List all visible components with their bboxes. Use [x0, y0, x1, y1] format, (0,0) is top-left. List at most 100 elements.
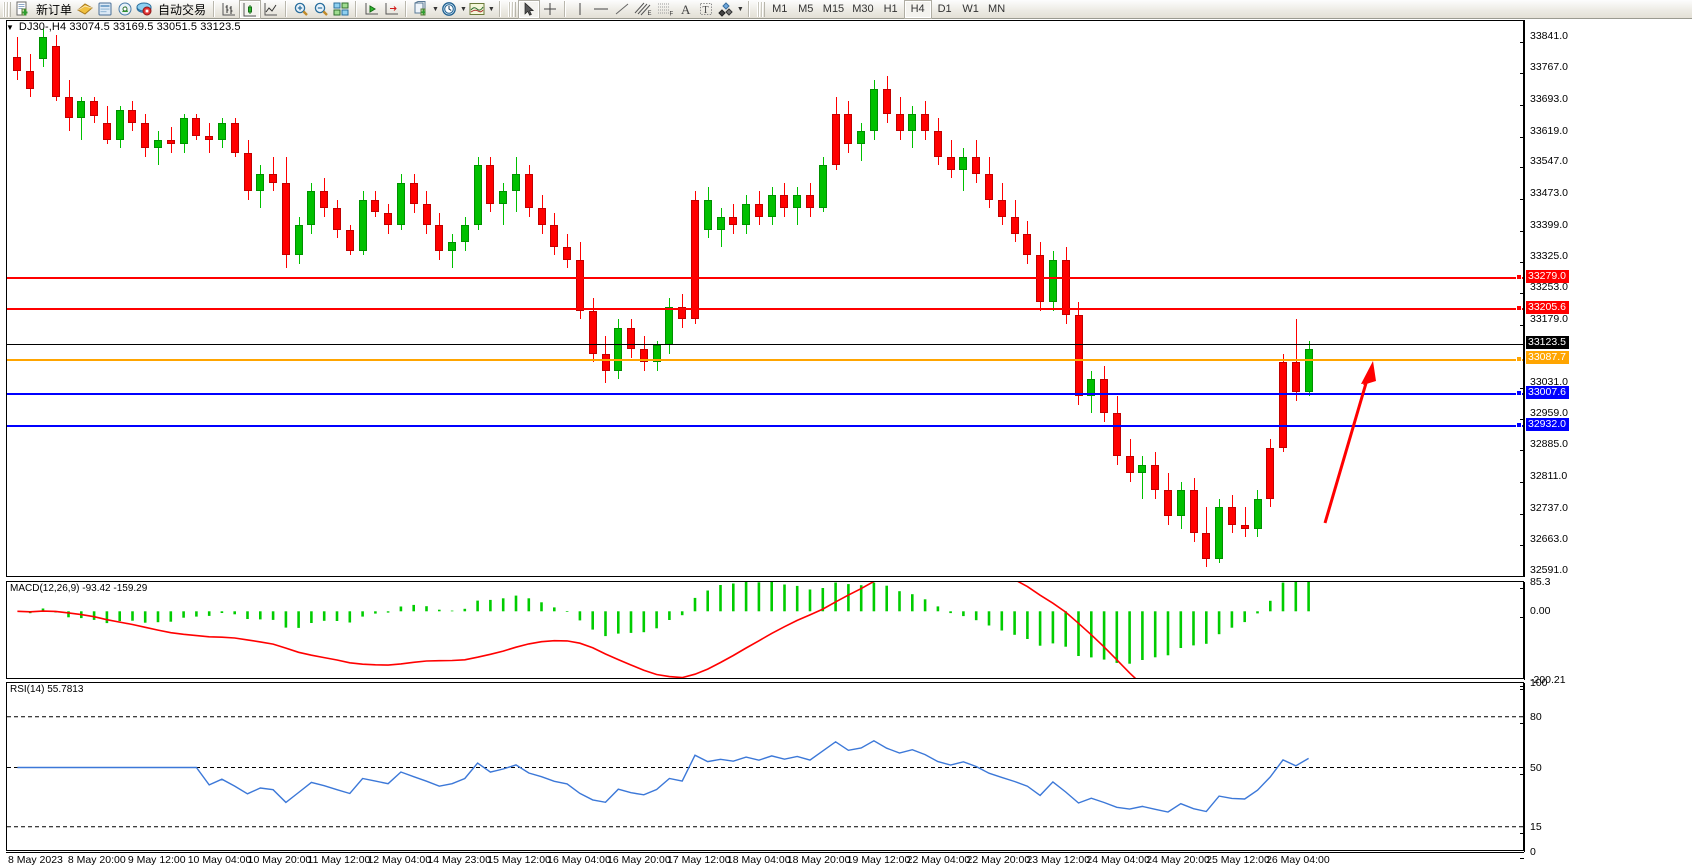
level-line-handle[interactable] — [1516, 274, 1522, 281]
level-line-handle[interactable] — [1516, 390, 1522, 397]
time-label: 22 May 04:00 — [906, 854, 971, 866]
candle-body — [192, 118, 200, 136]
candle-body — [934, 131, 942, 157]
autotrading-label[interactable]: 自动交易 — [158, 2, 207, 17]
timeframe-toolbar-grip[interactable] — [756, 1, 765, 17]
level-line-handle[interactable] — [1516, 422, 1522, 429]
line-chart-icon[interactable] — [261, 1, 281, 18]
candle-body — [998, 199, 1006, 217]
toolbar-separator-6 — [563, 1, 566, 17]
autotrading-icon[interactable] — [135, 1, 155, 18]
templates-icon[interactable] — [467, 1, 487, 18]
candle-body — [1164, 490, 1172, 516]
toolbar-separator-7 — [747, 1, 750, 17]
candle-body — [423, 203, 431, 226]
level-line-current-price[interactable] — [7, 343, 1523, 345]
periods-dropdown-caret[interactable]: ▼ — [459, 5, 467, 13]
trendline-icon[interactable] — [612, 1, 632, 18]
vertical-line-icon[interactable] — [570, 1, 590, 18]
tile-windows-icon[interactable] — [331, 1, 351, 18]
candle-body — [26, 71, 34, 89]
price-tick: 33031.0 — [1520, 376, 1568, 394]
candle-body — [1202, 533, 1210, 559]
price-tick: 32959.0 — [1520, 407, 1568, 425]
timeframe-w1[interactable]: W1 — [962, 3, 979, 15]
candle-body — [77, 101, 85, 119]
price-tick: 32811.0 — [1519, 470, 1567, 488]
candle-body — [1177, 490, 1185, 516]
shapes-icon[interactable] — [716, 1, 736, 18]
rsi-axis-line — [1524, 683, 1525, 852]
timeframe-m30[interactable]: M30 — [852, 3, 874, 15]
price-tick: 32591.0 — [1520, 564, 1568, 582]
expert-advisor-icon[interactable] — [75, 1, 95, 18]
timeframe-h1[interactable]: H1 — [883, 3, 898, 15]
candle-body — [678, 306, 686, 320]
toolbar-grip[interactable] — [3, 1, 11, 17]
indicators-dropdown-caret[interactable]: ▼ — [432, 5, 439, 13]
timeframe-m1[interactable]: M1 — [772, 3, 788, 15]
level-line-pivot[interactable] — [7, 358, 1523, 361]
candle-body — [1126, 456, 1134, 474]
rsi-pane[interactable]: RSI(14) 55.7813 — [6, 682, 1524, 851]
chart-menu-caret[interactable]: ▼ — [6, 22, 14, 32]
text-label-icon[interactable]: T — [696, 1, 716, 18]
candle-body — [589, 310, 597, 354]
candle-body — [1190, 490, 1198, 534]
timeframe-m15[interactable]: M15 — [822, 3, 845, 15]
text-icon[interactable]: A — [676, 1, 696, 18]
level-line-resistance-1[interactable] — [7, 277, 1523, 280]
zoom-in-icon[interactable] — [291, 1, 311, 18]
candlestick-chart-icon[interactable] — [239, 0, 262, 19]
candle-body — [972, 156, 980, 175]
timeframe-h4[interactable]: H4 — [903, 0, 932, 19]
rsi-plot — [7, 716, 1523, 828]
timeframe-mn[interactable]: MN — [988, 3, 1006, 15]
candle-body — [320, 191, 328, 209]
candle-body — [665, 306, 673, 346]
candle-body — [640, 349, 648, 363]
periods-icon[interactable] — [439, 1, 459, 18]
data-window-icon[interactable] — [95, 1, 115, 18]
zoom-out-icon[interactable] — [311, 1, 331, 18]
chart-shift-icon[interactable] — [361, 1, 381, 18]
timeframe-m5[interactable]: M5 — [798, 3, 814, 15]
new-order-label[interactable]: 新订单 — [36, 2, 73, 17]
macd-plot — [17, 582, 1310, 678]
candle-body — [832, 114, 840, 166]
candle-body — [1100, 379, 1108, 414]
new-order-icon[interactable] — [13, 1, 33, 18]
timeframe-d1[interactable]: D1 — [937, 3, 952, 15]
candle-body — [857, 131, 865, 145]
shapes-dropdown-caret[interactable]: ▼ — [736, 5, 744, 13]
level-line-handle[interactable] — [1516, 355, 1522, 362]
bar-chart-icon[interactable] — [219, 1, 239, 18]
cursor-icon[interactable] — [517, 0, 540, 19]
time-label: 14 May 23:00 — [427, 854, 491, 866]
crosshair-icon[interactable] — [540, 1, 560, 18]
drawing-toolbar-grip[interactable] — [507, 1, 516, 17]
level-line-support-1[interactable] — [7, 393, 1523, 396]
navigator-icon[interactable] — [115, 1, 135, 18]
chart-window[interactable]: ▼ DJ30-,H4 33074.5 33169.5 33051.5 33123… — [0, 19, 1692, 866]
candle-body — [448, 242, 456, 251]
fibonacci-icon[interactable]: F — [654, 1, 676, 18]
price-pane[interactable] — [6, 20, 1524, 577]
level-line-handle[interactable] — [1516, 305, 1522, 312]
price-scale-column[interactable]: 33841.0 33767.0 33693.0 33619.0 33547.0 33473… — [1519, 20, 1692, 859]
candle-body — [1023, 233, 1031, 256]
price-tick: 33399.0 — [1520, 219, 1568, 237]
time-label: 22 May 20:00 — [966, 854, 1031, 866]
horizontal-line-icon[interactable] — [590, 1, 612, 18]
candle-body — [691, 199, 699, 320]
candle-body — [806, 195, 814, 209]
level-line-resistance-2[interactable] — [7, 308, 1523, 311]
indicators-icon[interactable] — [411, 1, 431, 18]
level-line-support-2[interactable] — [7, 425, 1523, 428]
equidistant-channel-icon[interactable]: E — [632, 1, 654, 18]
candle-body — [384, 212, 392, 226]
templates-dropdown-caret[interactable]: ▼ — [487, 5, 495, 13]
candle-body — [1151, 464, 1159, 491]
macd-pane[interactable]: MACD(12,26,9) -93.42 -159.29 — [6, 581, 1524, 679]
auto-scroll-icon[interactable] — [381, 1, 401, 18]
